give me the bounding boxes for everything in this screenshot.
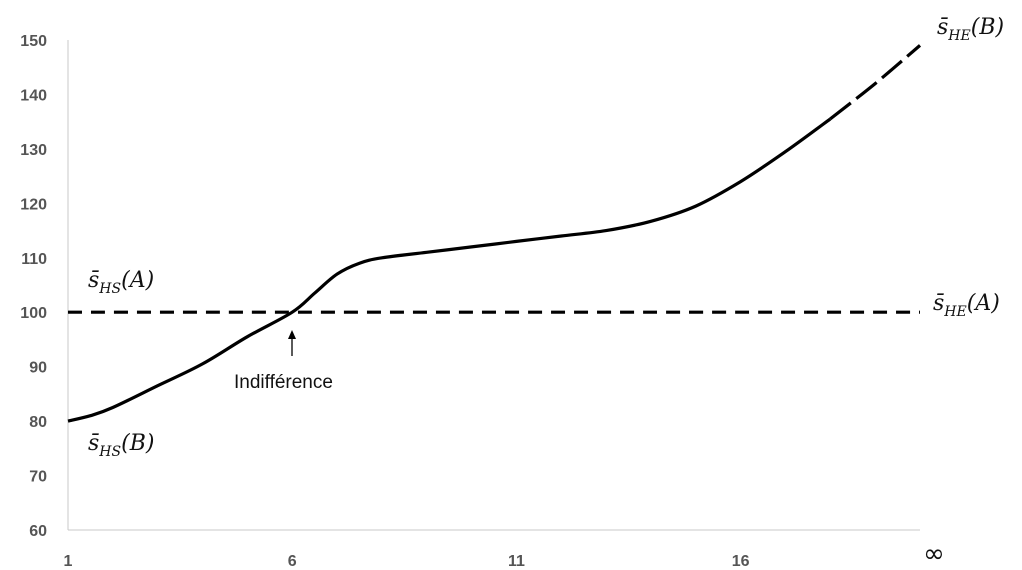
y-tick-label: 120	[20, 196, 47, 213]
series-line-0-solid	[67, 117, 832, 423]
y-tick-label: 100	[20, 305, 47, 322]
label-she-a: s̄HE(A)	[933, 291, 1000, 320]
label-she-b-arg: (B)	[971, 15, 1004, 40]
axes	[67, 40, 920, 531]
x-tick-labels: 1 6 11 16 ∞	[64, 539, 945, 570]
y-tick-label: 80	[29, 414, 47, 431]
label-she-b: s̄HE(B)	[937, 15, 1004, 44]
indifference-annotation: Indifférence	[234, 330, 333, 393]
label-she-a-base: s̄	[933, 291, 944, 316]
y-tick-label: 70	[29, 469, 47, 486]
label-she-a-sub: HE	[943, 304, 966, 320]
label-shs-b-base: s̄	[88, 431, 99, 456]
x-tick-label: 1	[64, 553, 73, 570]
label-she-b-sub: HE	[947, 28, 970, 44]
label-shs-b-arg: (B)	[121, 431, 154, 456]
x-tick-label: 6	[288, 553, 297, 570]
label-she-b-base: s̄	[937, 15, 948, 40]
label-shs-a-arg: (A)	[121, 268, 154, 293]
indifference-label: Indifférence	[234, 372, 333, 393]
series-line-0-dashed	[829, 44, 922, 121]
y-tick-label: 90	[29, 360, 47, 377]
label-she-a-arg: (A)	[967, 291, 1000, 316]
x-tick-label: 16	[732, 553, 750, 570]
label-shs-b: s̄HS(B)	[88, 431, 154, 460]
y-tick-label: 130	[20, 142, 47, 159]
label-shs-b-sub: HS	[98, 444, 121, 460]
y-tick-labels: 60 70 80 90 100 110 120 130 140 150	[20, 33, 47, 540]
label-shs-a-sub: HS	[98, 281, 121, 297]
indifference-arrowhead	[288, 330, 296, 339]
series-lines	[67, 44, 922, 423]
x-tick-label: 11	[508, 553, 525, 570]
label-shs-a-base: s̄	[88, 268, 99, 293]
y-tick-label: 150	[20, 33, 47, 50]
y-tick-label: 140	[20, 87, 47, 104]
y-tick-label: 60	[29, 523, 47, 540]
y-tick-label: 110	[21, 251, 47, 268]
label-shs-a: s̄HS(A)	[88, 268, 154, 297]
x-tick-label: ∞	[923, 539, 945, 569]
